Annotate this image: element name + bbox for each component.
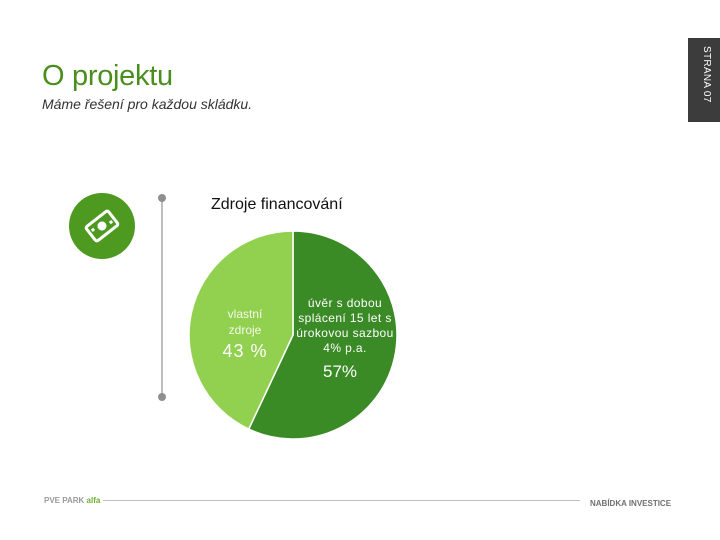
divider-dot-bottom (158, 393, 166, 401)
page-title: O projektu (42, 60, 173, 92)
chart-title: Zdroje financování (211, 196, 343, 213)
slice-label-loan: úvěr s dobou splácení 15 let s úrokovou … (296, 296, 394, 355)
pie-slice-own-funds (188, 230, 294, 431)
slice-value-own-funds: 43 % (222, 341, 268, 361)
page-subtitle: Máme řešení pro každou skládku. (42, 96, 253, 112)
divider-dot-top (158, 194, 166, 202)
page-number-tab: STRANA 07 (688, 38, 720, 122)
slice-label-own-funds: vlastní zdroje (227, 307, 263, 337)
slice-value-loan: 57% (322, 362, 358, 381)
footer-brand: PVE PARK alfa (44, 496, 100, 505)
pie-chart (188, 230, 398, 440)
pie-slice-loan (247, 230, 398, 440)
icon-badge (69, 193, 135, 259)
money-icon (84, 209, 120, 243)
vertical-divider (161, 197, 163, 397)
footer-section-label: NABÍDKA INVESTICE (590, 499, 672, 508)
footer-brand-name: PVE PARK (44, 496, 85, 505)
footer-divider (103, 500, 580, 501)
page-number-label: STRANA 07 (701, 46, 712, 103)
footer-brand-accent: alfa (86, 496, 101, 505)
